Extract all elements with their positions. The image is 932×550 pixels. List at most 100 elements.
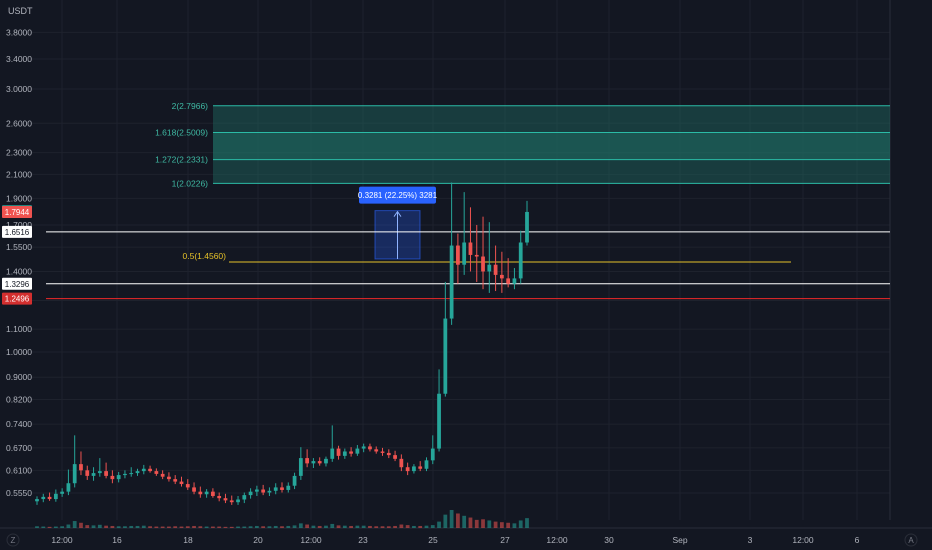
fib-extension[interactable]: 2(2.7966) 1.618(2.5009) 1.272(2.2331) 1(2.0… — [155, 101, 890, 263]
candle[interactable] — [349, 451, 353, 454]
candle[interactable] — [512, 278, 517, 284]
time-axis[interactable]: 12:00 16 18 20 12:00 23 25 27 12:00 30 Sep 3 12:00 6 — [51, 535, 859, 545]
price-tag-label: 1.6516 — [5, 228, 30, 237]
candle[interactable] — [280, 487, 284, 490]
candle[interactable] — [91, 473, 96, 476]
candle[interactable] — [261, 489, 266, 493]
candle[interactable] — [449, 245, 454, 319]
candle[interactable] — [374, 449, 379, 452]
candle[interactable] — [110, 475, 115, 480]
candle[interactable] — [317, 461, 322, 464]
candle[interactable] — [254, 489, 259, 492]
candle[interactable] — [336, 448, 341, 456]
volume-bar — [412, 525, 416, 528]
candle[interactable] — [399, 458, 404, 468]
candle[interactable] — [311, 461, 316, 464]
candle[interactable] — [129, 473, 134, 475]
candle[interactable] — [229, 500, 234, 503]
candle[interactable] — [198, 491, 203, 495]
candle[interactable] — [185, 484, 190, 488]
auto-scale-button[interactable] — [904, 533, 918, 547]
candle[interactable] — [368, 446, 372, 450]
candle[interactable] — [330, 448, 335, 459]
candle[interactable] — [273, 487, 278, 491]
candle[interactable] — [66, 483, 71, 492]
candle[interactable] — [79, 464, 83, 471]
candle[interactable] — [361, 446, 366, 449]
price-tag-label: 1.2496 — [5, 295, 30, 304]
candle[interactable] — [487, 264, 492, 272]
price-range-measure[interactable]: 0.3281 (22.25%) 3281 — [358, 186, 438, 260]
candle[interactable] — [386, 452, 391, 456]
candle[interactable] — [97, 471, 102, 474]
candle[interactable] — [223, 498, 228, 501]
candle[interactable] — [437, 393, 441, 449]
candle[interactable] — [192, 487, 196, 492]
candle[interactable] — [405, 467, 410, 472]
candle[interactable] — [116, 475, 121, 480]
candle[interactable] — [430, 448, 435, 461]
candle[interactable] — [148, 468, 152, 472]
candle[interactable] — [104, 471, 108, 476]
candle[interactable] — [380, 451, 385, 453]
candle[interactable] — [141, 468, 146, 472]
candle[interactable] — [35, 499, 39, 502]
candle[interactable] — [135, 471, 140, 474]
candle[interactable] — [298, 458, 303, 476]
candle[interactable] — [173, 479, 178, 482]
candle[interactable] — [443, 318, 448, 394]
candlestick-series[interactable] — [35, 182, 529, 505]
candle[interactable] — [468, 242, 473, 255]
volume-bar — [342, 525, 347, 528]
volume-bar — [336, 525, 341, 528]
candle[interactable] — [456, 245, 460, 265]
candle[interactable] — [474, 254, 479, 257]
candle[interactable] — [499, 274, 504, 279]
measure-arrow-head — [393, 210, 402, 217]
candle[interactable] — [305, 458, 310, 464]
candle[interactable] — [123, 473, 127, 476]
volume-bar — [91, 525, 96, 528]
candle[interactable] — [179, 481, 184, 485]
candle[interactable] — [525, 211, 529, 243]
candle[interactable] — [204, 491, 209, 495]
candle[interactable] — [167, 476, 171, 480]
candle[interactable] — [418, 466, 423, 469]
candle[interactable] — [267, 490, 272, 493]
volume-bar — [518, 520, 523, 528]
candle[interactable] — [481, 256, 485, 272]
candle[interactable] — [242, 495, 247, 500]
candle[interactable] — [518, 242, 523, 279]
scale-mode-button[interactable] — [6, 533, 20, 547]
candle[interactable] — [85, 470, 90, 476]
candle[interactable] — [355, 448, 360, 454]
candle[interactable] — [248, 491, 253, 496]
price-tick-label: 1.5500 — [6, 242, 32, 252]
candle[interactable] — [47, 496, 52, 500]
candle[interactable] — [160, 473, 165, 477]
candle[interactable] — [493, 264, 498, 275]
candle[interactable] — [412, 466, 416, 472]
candle[interactable] — [154, 471, 159, 474]
candle[interactable] — [72, 464, 77, 484]
candle[interactable] — [506, 278, 511, 284]
candle[interactable] — [236, 499, 240, 503]
candle[interactable] — [342, 451, 347, 456]
candle[interactable] — [217, 495, 222, 499]
time-tick-label: 6 — [855, 535, 860, 545]
candle[interactable] — [41, 496, 46, 500]
candle[interactable] — [292, 475, 297, 486]
volume-bar — [116, 526, 121, 528]
volume-bar — [223, 526, 228, 528]
candle[interactable] — [53, 493, 58, 500]
candle[interactable] — [60, 491, 65, 494]
candle[interactable] — [324, 458, 328, 464]
candle[interactable] — [393, 455, 397, 459]
candle[interactable] — [211, 491, 215, 496]
horizontal-lines[interactable] — [46, 231, 890, 300]
candle[interactable] — [424, 460, 429, 469]
candle[interactable] — [462, 242, 467, 265]
time-tick-label: 12:00 — [51, 535, 73, 545]
candle[interactable] — [286, 485, 291, 490]
